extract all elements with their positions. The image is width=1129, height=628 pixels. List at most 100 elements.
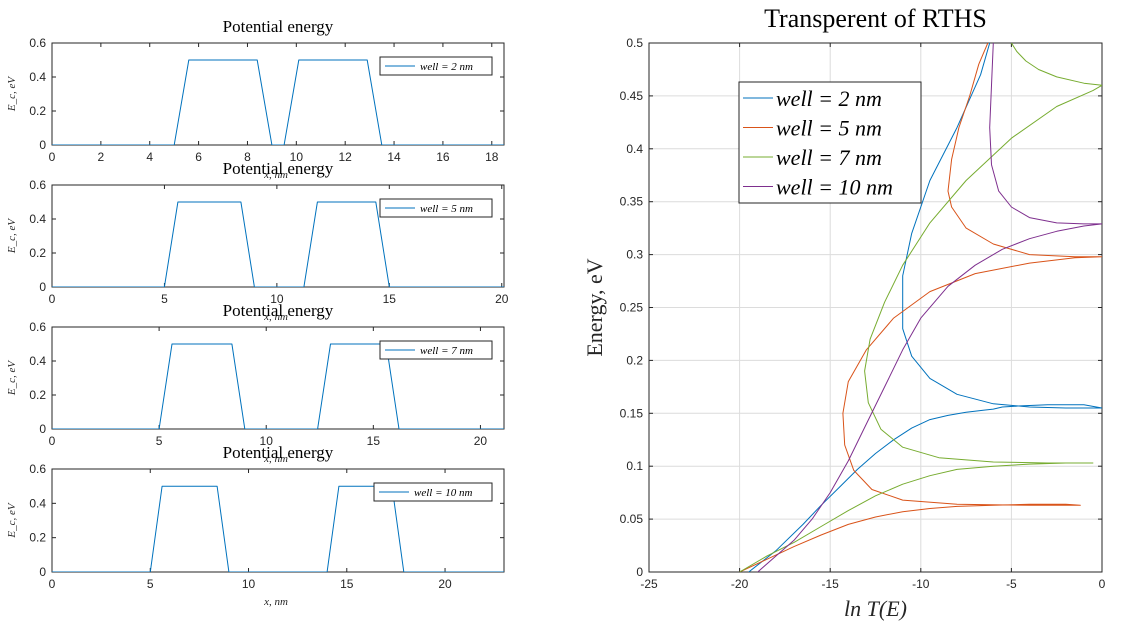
y-tick-label: 0.4 (29, 496, 46, 510)
x-axis-label: x, nm (263, 596, 288, 608)
x-tick-label: 15 (367, 434, 381, 448)
x-tick-label: 10 (242, 577, 256, 591)
legend: well = 5 nm (379, 198, 493, 218)
y-axis-label: E_c, eV (6, 502, 18, 538)
chart-title: Potential energy (223, 301, 334, 320)
x-tick-label: 0 (1099, 577, 1106, 591)
x-tick-label: 0 (49, 292, 56, 306)
y-tick-label: 0.4 (29, 212, 46, 226)
legend-box (379, 56, 493, 76)
chart-title: Transperent of RTHS (764, 4, 987, 33)
x-tick-label: 18 (485, 150, 499, 164)
x-tick-label: 10 (290, 150, 304, 164)
y-tick-label: 0.6 (29, 320, 46, 334)
x-tick-label: 8 (244, 150, 251, 164)
legend-label: well = 10 nm (414, 487, 473, 499)
x-tick-label: 10 (260, 434, 274, 448)
legend-box (379, 340, 493, 360)
chart-title: Potential energy (223, 443, 334, 462)
x-axis-label: x, nm (263, 453, 288, 465)
chart-title: Potential energy (223, 159, 334, 178)
y-tick-label: 0 (39, 422, 46, 436)
x-tick-label: 16 (436, 150, 450, 164)
x-axis-label: x, nm (263, 311, 288, 323)
legend-label: well = 5 nm (776, 116, 882, 141)
y-tick-label: 0.2 (29, 104, 46, 118)
legend: well = 10 nm (373, 482, 493, 502)
legend-label: well = 7 nm (420, 345, 473, 357)
chart-1: 0 2 4 6 8 10 12 14 16 18 0 0.2 0.4 0.6 Potential energ… (6, 17, 505, 181)
x-tick-label: 0 (49, 150, 56, 164)
y-tick-label: 0.5 (626, 36, 643, 50)
y-tick-label: 0.25 (620, 301, 644, 315)
x-axis-label: ln T(E) (844, 596, 907, 621)
y-tick-label: 0.6 (29, 178, 46, 192)
legend-label: well = 2 nm (776, 86, 882, 111)
y-tick-label: 0 (39, 280, 46, 294)
series-line (52, 201, 504, 287)
x-tick-label: 15 (383, 292, 397, 306)
x-tick-label: 5 (161, 292, 168, 306)
x-tick-label: 2 (98, 150, 105, 164)
y-tick-label: 0 (39, 565, 46, 579)
y-tick-label: 0.4 (29, 70, 46, 84)
legend: well = 7 nm (379, 340, 493, 360)
legend-box (373, 482, 493, 502)
x-tick-label: -20 (731, 577, 749, 591)
y-tick-label: 0.1 (626, 459, 643, 473)
x-tick-label: 0 (49, 577, 56, 591)
y-tick-label: 0.15 (620, 406, 644, 420)
x-tick-label: 14 (387, 150, 401, 164)
series-line (52, 343, 504, 429)
x-tick-label: 0 (49, 434, 56, 448)
legend-label: well = 2 nm (420, 61, 473, 73)
y-tick-label: 0.2 (626, 353, 643, 367)
y-tick-label: 0.2 (29, 531, 46, 545)
series-line (748, 43, 1102, 572)
x-tick-label: -25 (640, 577, 658, 591)
x-tick-label: 20 (438, 577, 452, 591)
y-axis-label: E_c, eV (6, 218, 18, 254)
x-tick-label: 5 (147, 577, 154, 591)
y-tick-label: 0.45 (620, 89, 644, 103)
x-tick-label: 20 (495, 292, 509, 306)
x-tick-label: -15 (822, 577, 840, 591)
x-tick-label: 15 (340, 577, 354, 591)
legend-label: well = 7 nm (776, 145, 882, 170)
legend: well = 2 nm well = 5 nm well = 7 nm well = … (738, 81, 922, 204)
x-tick-label: -5 (1006, 577, 1017, 591)
x-tick-label: 4 (146, 150, 153, 164)
chart-title: Potential energy (223, 17, 334, 36)
x-tick-label: 12 (339, 150, 353, 164)
x-tick-label: 5 (156, 434, 163, 448)
y-tick-label: 0.35 (620, 195, 644, 209)
legend-label: well = 10 nm (776, 175, 893, 200)
series-line (739, 43, 1102, 572)
chart-5: -25 -20 -15 -10 -5 0 0 0.05 0.1 0.15 0.2 0.25 0.3 0.3… (582, 4, 1106, 621)
y-tick-label: 0.2 (29, 246, 46, 260)
legend-box (738, 81, 922, 204)
y-tick-label: 0.4 (626, 142, 643, 156)
y-tick-label: 0 (636, 565, 643, 579)
legend: well = 2 nm (379, 56, 493, 76)
y-axis-label: E_c, eV (6, 360, 18, 396)
y-axis-label: Energy, eV (582, 258, 607, 356)
y-tick-label: 0.05 (620, 512, 644, 526)
x-tick-label: 20 (474, 434, 488, 448)
series-line (739, 43, 1102, 572)
series-line (52, 59, 504, 145)
y-tick-label: 0.2 (29, 388, 46, 402)
y-axis-label: E_c, eV (6, 76, 18, 112)
x-tick-label: 6 (195, 150, 202, 164)
series-line (52, 485, 504, 572)
y-tick-label: 0.6 (29, 36, 46, 50)
y-tick-label: 0.4 (29, 354, 46, 368)
y-tick-label: 0.6 (29, 462, 46, 476)
series-line (757, 43, 1102, 572)
x-tick-label: -10 (912, 577, 930, 591)
y-tick-label: 0.3 (626, 248, 643, 262)
legend-box (379, 198, 493, 218)
